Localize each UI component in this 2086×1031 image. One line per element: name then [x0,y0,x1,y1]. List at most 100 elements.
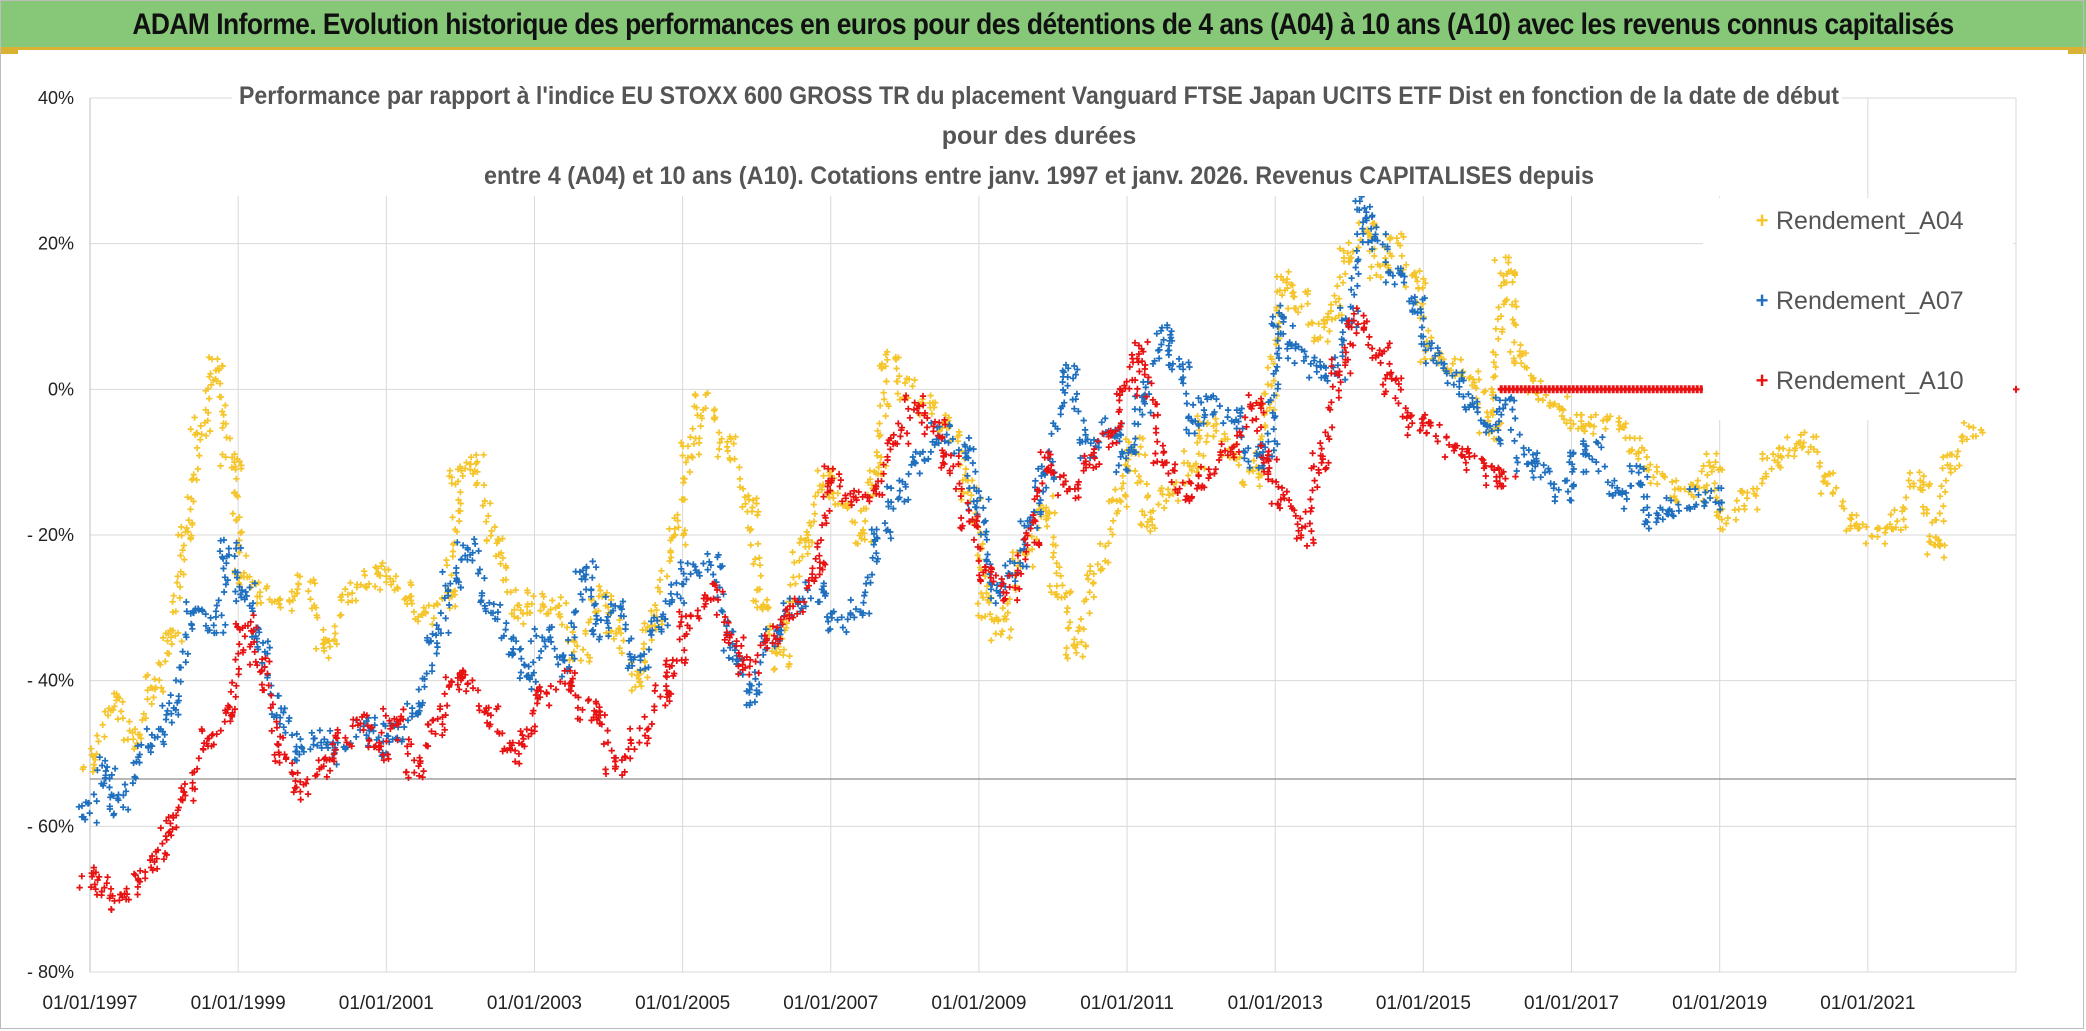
point-rendement_a10-68 [1365,340,1393,368]
series-rendement_a10 [76,305,1519,913]
chart-title-line-1: Performance par rapport à l'indice EU ST… [239,82,1840,110]
point-rendement_a10-36 [735,658,762,678]
point-rendement_a10-59 [1195,463,1218,491]
trail-rendement_a07-41 [860,535,881,606]
point-rendement_a10-58 [1172,478,1196,505]
trail-rendement_a10-67 [1360,324,1383,354]
trail-rendement_a07-78 [1525,460,1539,470]
trail-rendement_a04-95 [1851,521,1875,540]
point-rendement_a10-12 [290,776,312,803]
trail-rendement_a04-14 [353,580,373,588]
trail-rendement_a04-52 [1054,593,1078,648]
trail-rendement_a04-87 [1695,459,1713,492]
y-tick-label-0: 40% [38,88,74,108]
trail-rendement_a04-31 [671,454,696,531]
trail-rendement_a10-23 [515,735,527,757]
point-rendement_a04-31 [666,525,689,548]
point-rendement_a04-68 [1336,239,1362,265]
point-rendement_a10-40 [821,463,844,490]
point-rendement_a07-13 [308,727,334,752]
point-rendement_a10-64 [1293,521,1317,550]
chart-title-line-2: pour des durées [942,122,1137,150]
trail-rendement_a04-33 [702,405,725,446]
point-rendement_a04-75 [1467,368,1489,396]
trail-rendement_a07-21 [466,549,493,606]
trail-rendement_a04-89 [1731,495,1751,514]
trail-rendement_a04-100 [1946,423,1973,458]
trail-rendement_a07-83 [1616,482,1635,498]
legend-marker-a04: + [1756,208,1769,233]
trail-rendement_a04-92 [1786,444,1806,454]
trail-rendement_a04-53 [1073,579,1098,656]
point-rendement_a10-24 [515,728,538,750]
page-title: ADAM Informe. Evolution historique des p… [132,8,1954,41]
trail-rendement_a04-34 [726,455,749,507]
trail-rendement_a10-65 [1317,371,1344,459]
point-rendement_a04-58 [1157,481,1182,505]
point-rendement_a10-44 [901,392,927,413]
data-series [75,193,2020,913]
point-rendement_a04-60 [1194,412,1220,440]
trail-rendement_a04-8 [228,463,250,579]
trail-rendement_a10-25 [543,678,564,697]
trail-rendement_a04-6 [201,373,219,426]
point-rendement_a04-65 [1284,287,1312,312]
point-rendement_a07-81 [1566,449,1590,476]
trail-rendement_a10-12 [302,765,323,787]
y-axis-tick-labels: 40% 20% 0% - 20% - 40% - 60% - 80% [27,88,74,982]
trail-rendement_a04-12 [305,587,329,648]
series-rendement_a10-flat [1497,385,1705,394]
point-rendement_a07-25 [527,623,555,646]
point-rendement_a10-2 [106,891,132,913]
point-rendement_a04-17 [391,579,416,607]
point-rendement_a07-71 [1382,265,1406,286]
trail-rendement_a07-27 [582,574,600,627]
trail-rendement_a07-55 [1122,406,1146,462]
trail-rendement_a07-63 [1264,313,1286,445]
point-rendement_a04-93 [1795,429,1820,451]
point-rendement_a07-82 [1580,434,1606,460]
trail-rendement_a04-97 [1894,480,1917,525]
trail-rendement_a04-85 [1654,474,1676,488]
trail-rendement_a04-58 [1171,467,1195,495]
trail-rendement_a04-38 [801,481,827,544]
point-rendement_a07-11 [268,705,293,727]
point-rendement_a07-61 [1220,405,1245,427]
trail-rendement_a10-56 [1138,358,1168,456]
trail-rendement_a10-51 [1045,467,1071,495]
legend-marker-a07: + [1756,288,1769,313]
point-rendement_a04-37 [768,646,793,673]
trail-rendement_a10-26 [565,682,586,713]
trail-rendement_a04-22 [492,552,521,613]
point-rendement_a04-90 [1737,487,1761,513]
trail-rendement_a07-8 [231,545,244,598]
trail-rendement_a07-81 [1581,446,1590,458]
trail-rendement_a04-4 [167,542,188,634]
trail-rendement_a07-66 [1317,364,1337,371]
point-rendement_a04-53 [1062,641,1090,662]
trail-rendement_a07-62 [1253,450,1263,460]
trail-rendement_a07-74 [1450,381,1472,398]
header-banner [0,0,2086,50]
trail-rendement_a07-59 [1195,399,1208,429]
x-tick-label-5: 01/01/2007 [783,993,878,1014]
trail-rendement_a04-91 [1771,445,1787,464]
trail-rendement_a04-1 [111,703,133,734]
point-rendement_a10-19 [424,711,449,739]
point-rendement_a10-69 [1379,375,1405,402]
point-rendement_a10-34 [701,580,726,607]
trail-rendement_a10-0 [90,870,103,880]
trail-rendement_a07-32 [674,570,687,598]
trail-rendement_a07-5 [167,607,197,712]
trail-rendement_a04-82 [1599,415,1611,432]
trail-rendement_a10-36 [747,635,771,664]
trail-rendement_a07-71 [1391,273,1419,306]
point-rendement_a04-23 [508,601,534,628]
point-rendement_a04-52 [1046,572,1074,598]
trail-rendement_a07-6 [192,605,214,622]
legend-label-a04: Rendement_A04 [1776,207,1964,235]
point-rendement_a07-5 [159,697,182,723]
trail-rendement_a10-30 [636,693,664,733]
